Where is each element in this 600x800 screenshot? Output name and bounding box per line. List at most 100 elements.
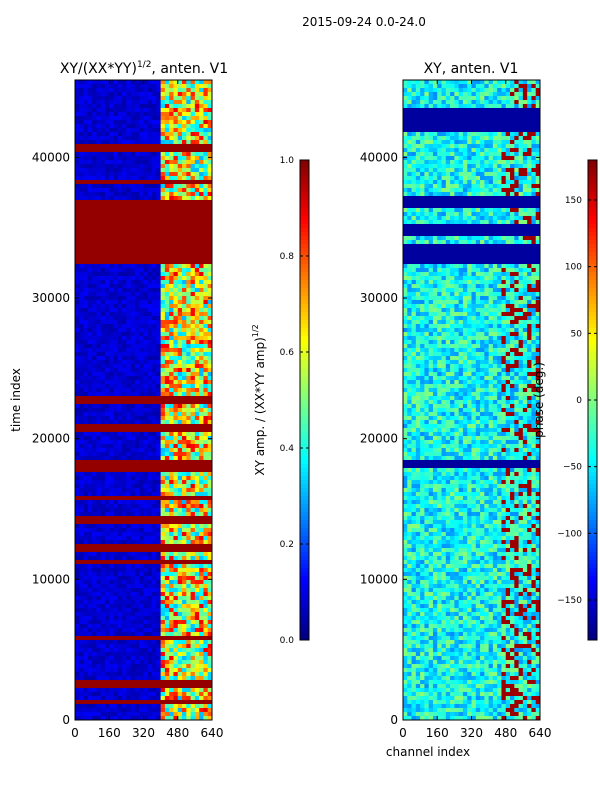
heatmap-cell [203, 480, 209, 485]
heatmap-cell [160, 316, 166, 321]
heatmap-cell [147, 192, 153, 197]
heatmap-cell [96, 664, 102, 669]
heatmap-cell [109, 88, 114, 93]
heatmap-cell [109, 448, 114, 453]
heatmap-cell [134, 568, 140, 573]
heatmap-cell [169, 668, 174, 673]
heatmap-cell [92, 464, 97, 469]
heatmap-cell [190, 88, 196, 93]
heatmap-cell [139, 620, 144, 625]
heatmap-cell [147, 188, 153, 193]
heatmap-cell [109, 204, 114, 209]
heatmap-cell [75, 424, 80, 429]
heatmap-cell [156, 512, 162, 517]
heatmap-cell [207, 92, 213, 97]
heatmap-cell [147, 384, 153, 389]
heatmap-cell [143, 688, 149, 693]
heatmap-cell [117, 356, 123, 361]
heatmap-cell [186, 696, 191, 701]
heatmap-cell [173, 124, 179, 129]
heatmap-cell [100, 692, 106, 697]
heatmap-cell [152, 248, 157, 253]
heatmap-cell [109, 608, 114, 613]
heatmap-cell [130, 240, 136, 245]
heatmap-cell [92, 304, 97, 309]
heatmap-cell [109, 160, 114, 165]
heatmap-cell [182, 476, 187, 481]
heatmap-cell [75, 360, 80, 365]
heatmap-cell [96, 308, 102, 313]
heatmap-cell [126, 200, 132, 205]
heatmap-cell [164, 232, 170, 237]
heatmap-cell [152, 688, 157, 693]
heatmap-cell [117, 496, 123, 501]
heatmap-cell [139, 216, 144, 221]
heatmap-cell [87, 200, 93, 205]
heatmap-cell [173, 544, 179, 549]
heatmap-cell [126, 188, 132, 193]
heatmap-cell [199, 648, 204, 653]
heatmap-cell [147, 624, 153, 629]
heatmap-cell [79, 288, 84, 293]
heatmap-cell [203, 276, 209, 281]
heatmap-cell [100, 564, 106, 569]
heatmap-cell [194, 284, 200, 289]
heatmap-cell [96, 360, 102, 365]
heatmap-cell [173, 352, 179, 357]
heatmap-cell [169, 364, 174, 369]
heatmap-cell [130, 688, 136, 693]
heatmap-cell [194, 324, 200, 329]
heatmap-cell [160, 464, 166, 469]
heatmap-cell [104, 208, 110, 213]
heatmap-cell [130, 208, 136, 213]
heatmap-cell [199, 604, 204, 609]
heatmap-cell [182, 116, 187, 121]
heatmap-cell [160, 384, 166, 389]
heatmap-cell [100, 400, 106, 405]
heatmap-cell [199, 552, 204, 557]
heatmap-cell [92, 160, 97, 165]
heatmap-cell [164, 348, 170, 353]
heatmap-cell [126, 416, 132, 421]
heatmap-cell [147, 520, 153, 525]
heatmap-cell [173, 516, 179, 521]
heatmap-cell [186, 248, 191, 253]
heatmap-cell [160, 424, 166, 429]
heatmap-cell [177, 660, 183, 665]
heatmap-cell [199, 616, 204, 621]
heatmap-cell [186, 664, 191, 669]
heatmap-cell [113, 540, 119, 545]
heatmap-cell [75, 284, 80, 289]
heatmap-cell [79, 188, 84, 193]
heatmap-cell [160, 184, 166, 189]
heatmap-cell [152, 700, 157, 705]
heatmap-cell [190, 656, 196, 661]
heatmap-cell [169, 356, 174, 361]
heatmap-cell [122, 348, 127, 353]
heatmap-cell [147, 648, 153, 653]
heatmap-cell [199, 440, 204, 445]
heatmap-cell [117, 568, 123, 573]
heatmap-cell [156, 248, 162, 253]
heatmap-cell [113, 576, 119, 581]
heatmap-cell [139, 84, 144, 89]
heatmap-cell [87, 476, 93, 481]
heatmap-cell [79, 456, 84, 461]
heatmap-cell [199, 652, 204, 657]
heatmap-cell [207, 516, 213, 521]
heatmap-cell [186, 424, 191, 429]
heatmap-cell [130, 220, 136, 225]
heatmap-cell [92, 276, 97, 281]
heatmap-cell [152, 228, 157, 233]
heatmap-cell [83, 676, 89, 681]
heatmap-cell [134, 532, 140, 537]
heatmap-cell [134, 396, 140, 401]
heatmap-cell [199, 436, 204, 441]
heatmap-cell [117, 652, 123, 657]
heatmap-cell [113, 220, 119, 225]
heatmap-cell [182, 228, 187, 233]
heatmap-cell [87, 464, 93, 469]
heatmap-cell [79, 688, 84, 693]
heatmap-cell [117, 480, 123, 485]
heatmap-cell [134, 424, 140, 429]
